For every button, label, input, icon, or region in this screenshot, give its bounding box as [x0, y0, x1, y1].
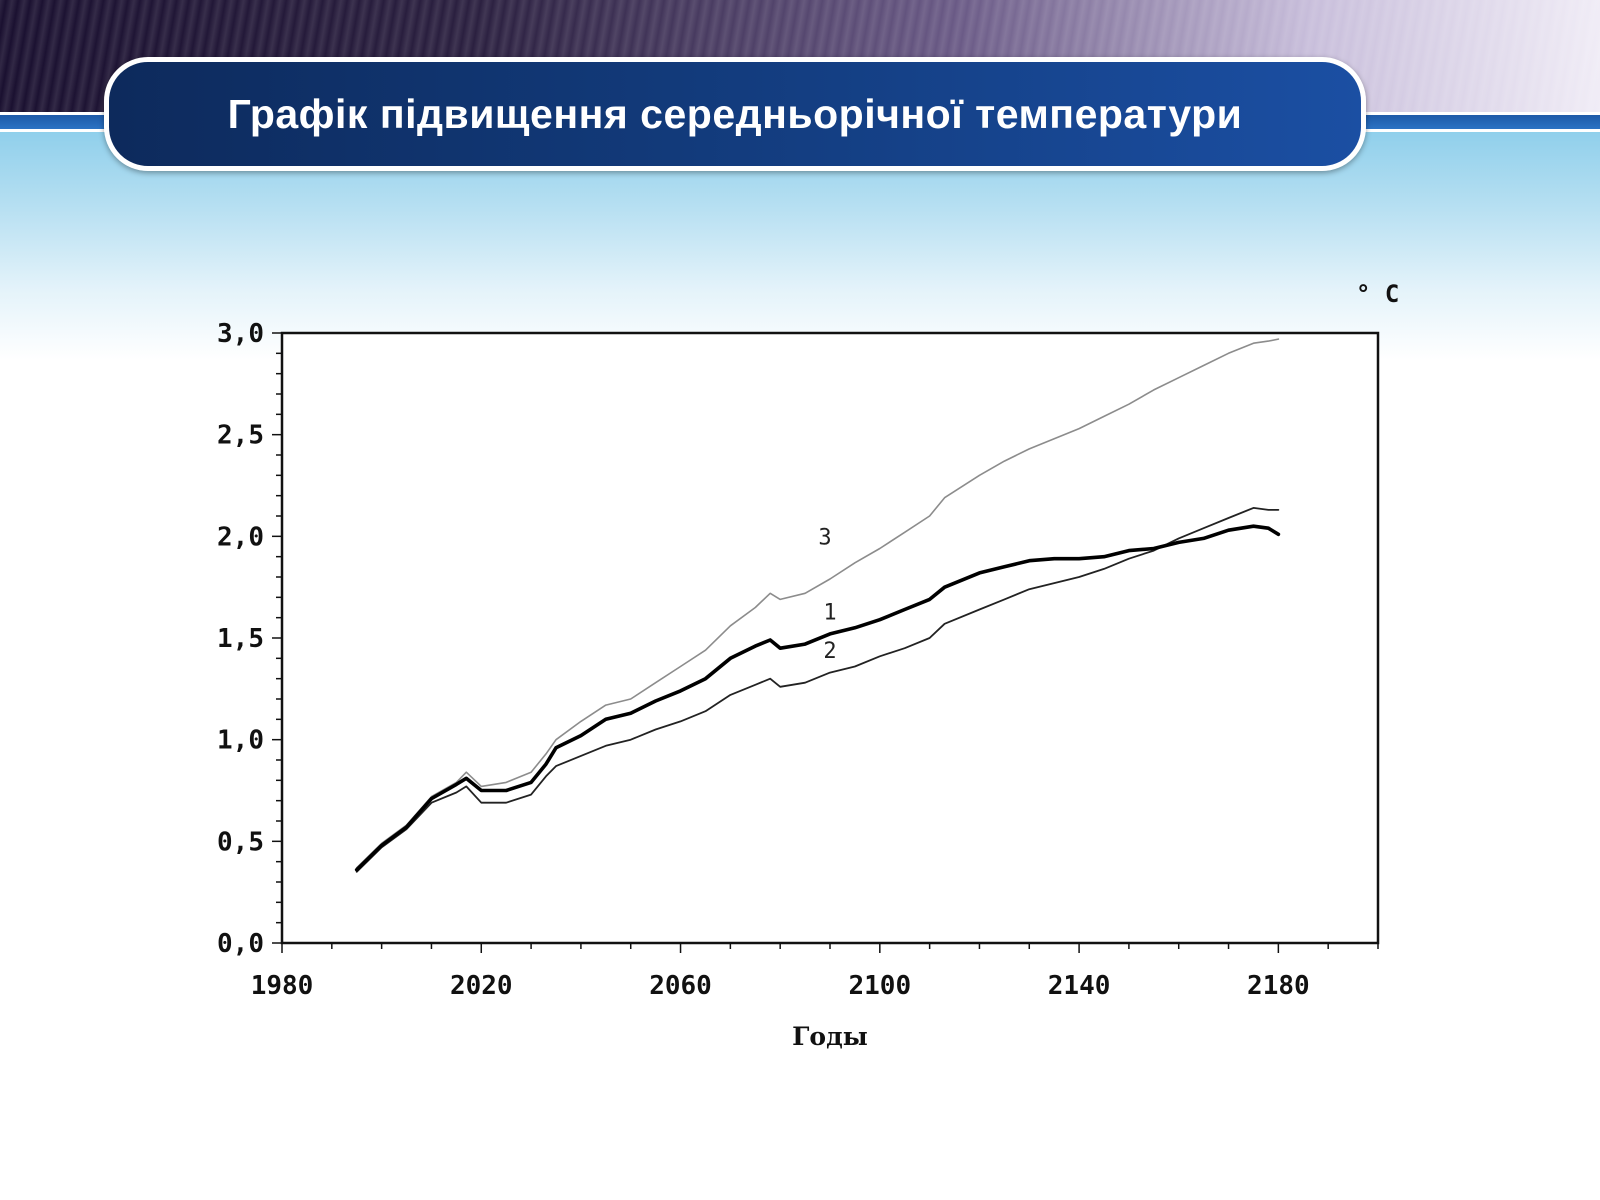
title-box: Графік підвищення середньорічної темпера…	[104, 57, 1366, 171]
y-axis-ticks	[272, 332, 282, 944]
series-3-label: 3	[818, 525, 831, 550]
y-tick-label: 0,0	[217, 929, 264, 959]
series-2-label: 2	[823, 639, 836, 664]
y-tick-label: 2,5	[217, 421, 264, 451]
x-tick-label: 2060	[649, 971, 712, 1001]
page-title: Графік підвищення середньорічної темпера…	[227, 90, 1243, 137]
plot-frame	[280, 331, 1380, 945]
series-1-line	[354, 524, 1281, 872]
x-axis-tick-labels: 1980 2020 2060 2100 2140 2180	[251, 971, 1310, 1001]
y-axis-unit-label: ° C	[1356, 280, 1399, 308]
series-lines	[354, 338, 1281, 873]
y-tick-label: 0,5	[217, 827, 264, 857]
series-2-line	[355, 507, 1280, 873]
y-tick-label: 2,0	[217, 522, 264, 552]
series-3-line	[355, 338, 1280, 869]
y-tick-label: 1,5	[217, 624, 264, 654]
x-axis-ticks	[281, 943, 1379, 953]
y-tick-label: 3,0	[217, 319, 264, 349]
series-1-label: 1	[823, 601, 836, 626]
x-axis-label: Годы	[792, 1022, 868, 1051]
x-tick-label: 2140	[1048, 971, 1111, 1001]
y-axis-tick-labels: 0,0 0,5 1,0 1,5 2,0 2,5 3,0	[217, 319, 264, 959]
x-tick-label: 2100	[849, 971, 912, 1001]
x-tick-label: 1980	[251, 971, 314, 1001]
y-tick-label: 1,0	[217, 726, 264, 756]
series-labels: 1 2 3	[818, 525, 836, 664]
x-tick-label: 2180	[1247, 971, 1310, 1001]
x-tick-label: 2020	[450, 971, 513, 1001]
